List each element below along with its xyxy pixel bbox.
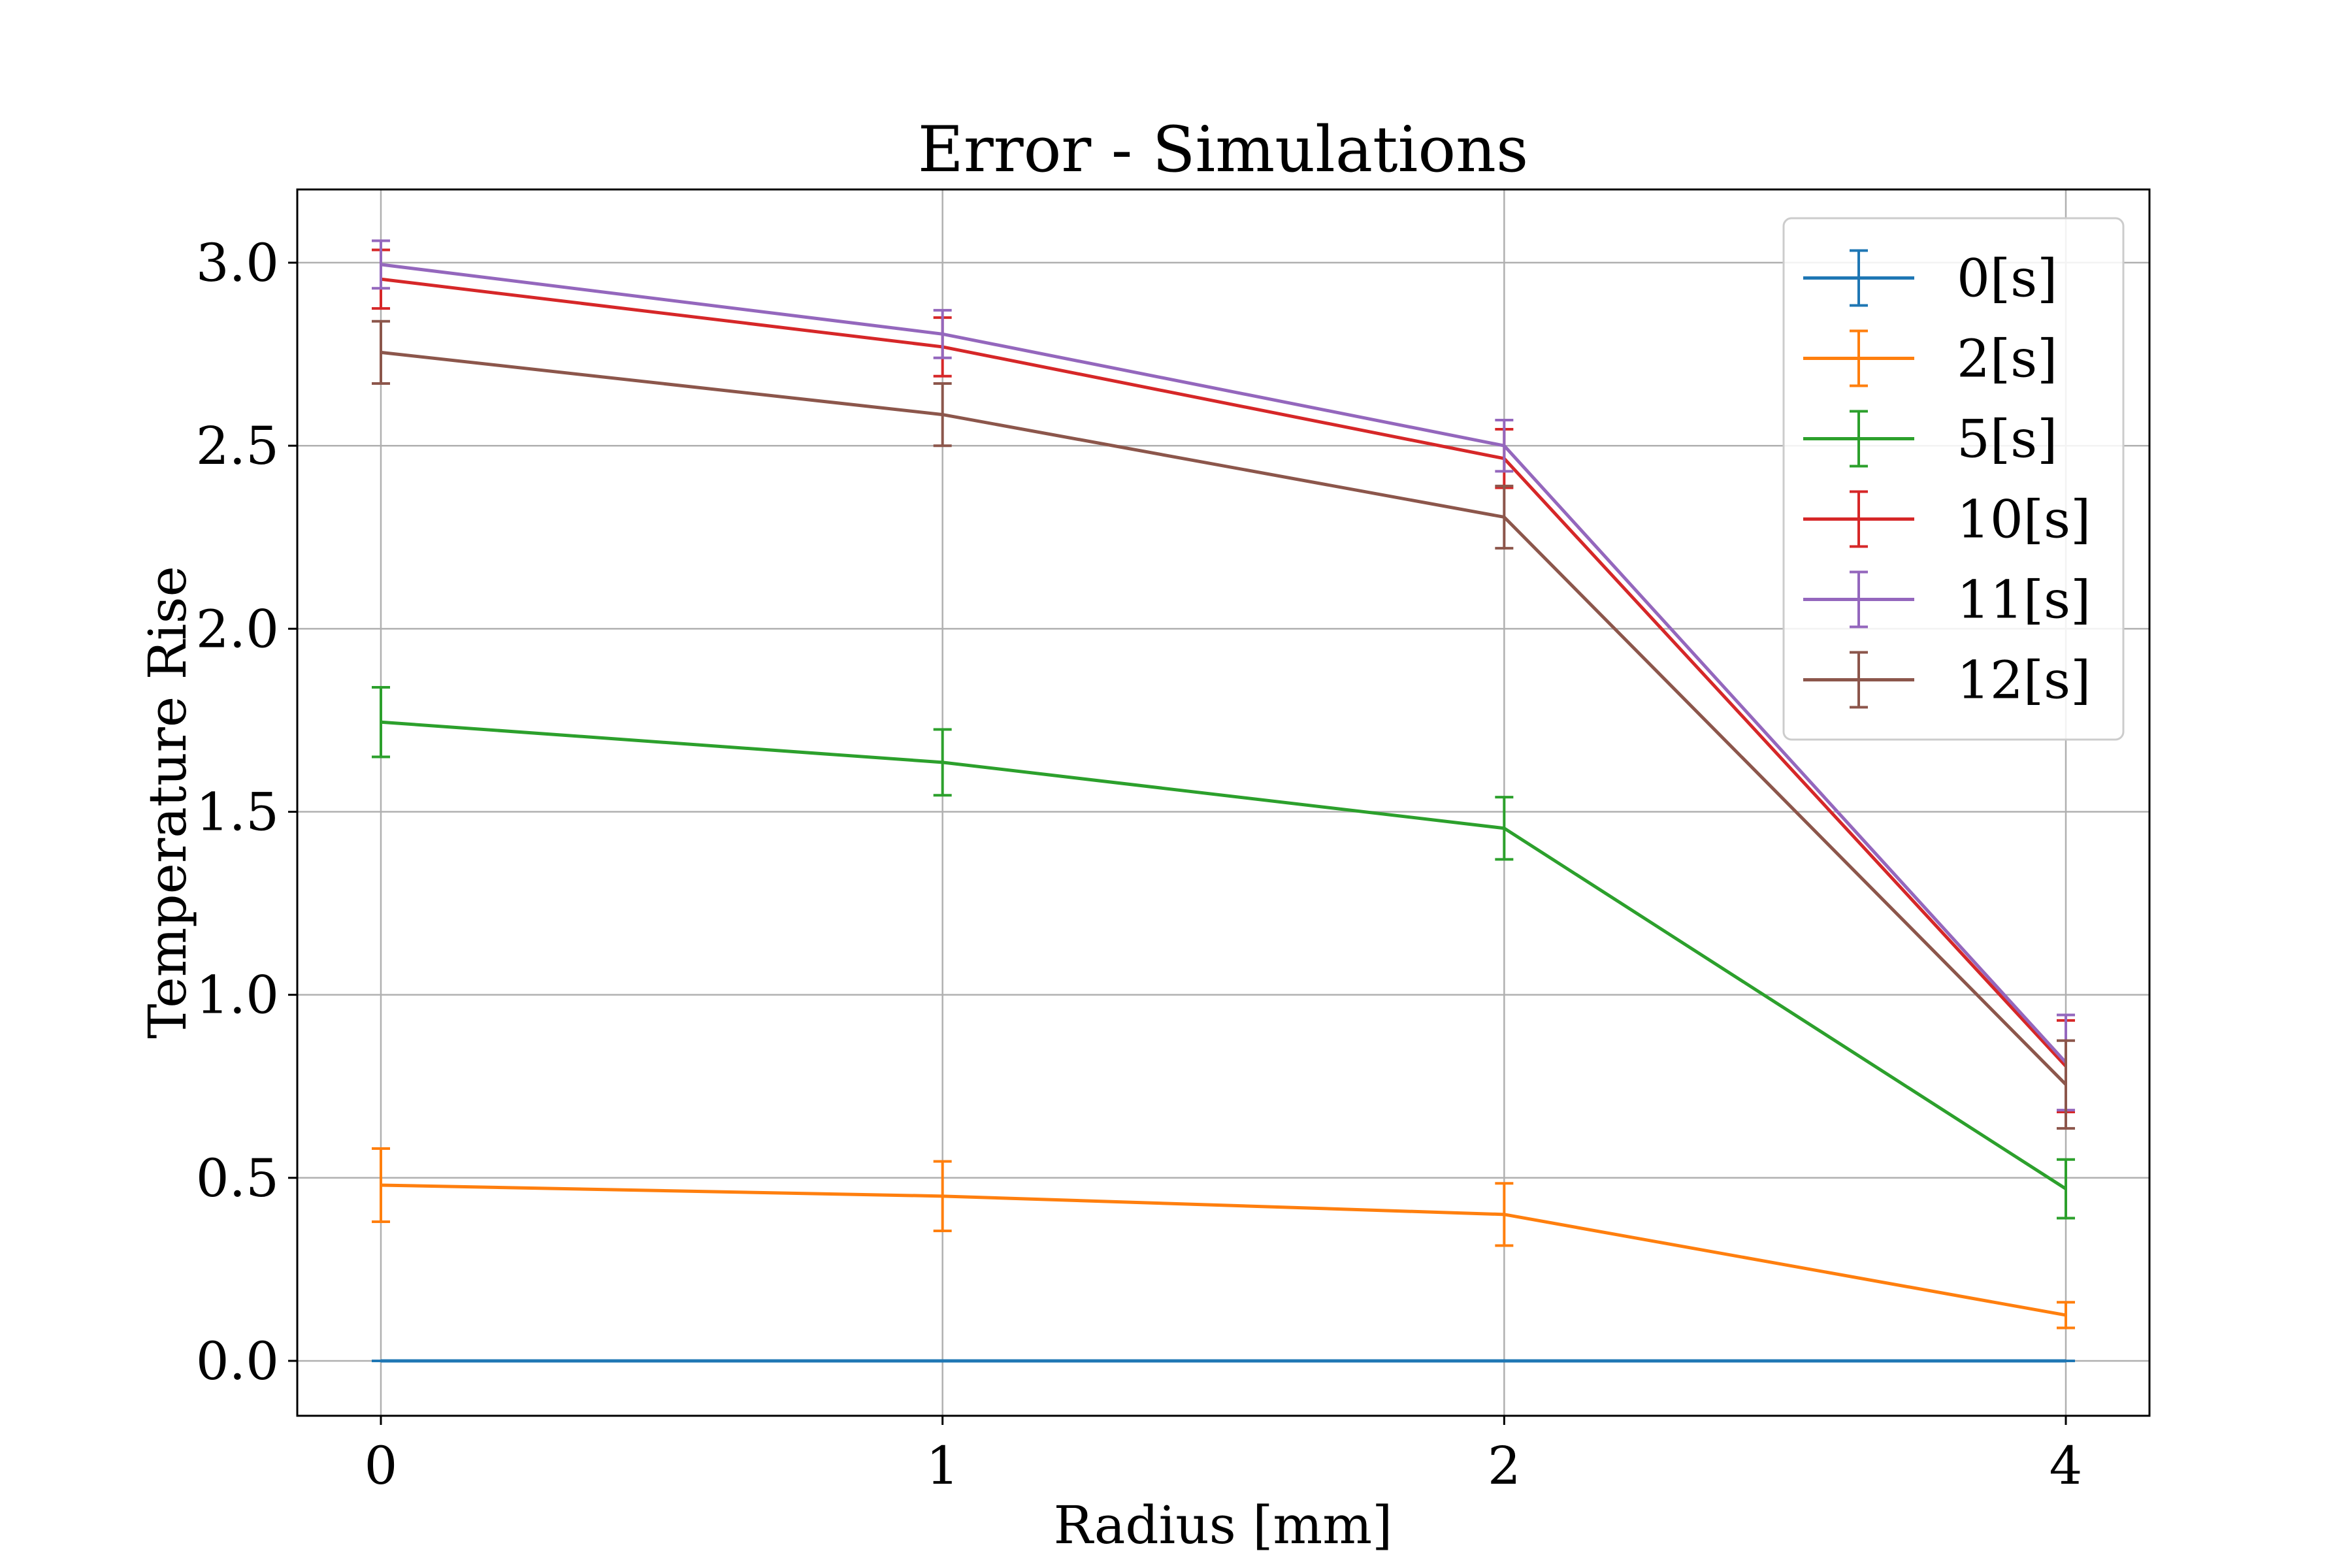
error-bar bbox=[2057, 1301, 2075, 1330]
error-bar bbox=[1495, 484, 1514, 550]
series-line bbox=[380, 263, 2067, 1064]
error-bar bbox=[2057, 1158, 2075, 1220]
legend-marker bbox=[1803, 329, 1914, 387]
x-tick-label: 0 bbox=[365, 1435, 398, 1496]
legend-label: 11[s] bbox=[1957, 570, 2091, 630]
y-tick-label: 0.0 bbox=[196, 1331, 279, 1392]
legend-label: 12[s] bbox=[1957, 650, 2091, 711]
error-bar bbox=[933, 728, 952, 797]
error-bar bbox=[372, 239, 390, 290]
legend-label: 5[s] bbox=[1957, 409, 2057, 470]
series-1 bbox=[372, 1147, 2075, 1330]
legend-marker bbox=[1803, 249, 1914, 307]
series-line bbox=[380, 277, 2067, 1068]
legend-frame bbox=[1782, 217, 2125, 741]
error-bar bbox=[372, 1147, 390, 1224]
legend-label: 0[s] bbox=[1957, 248, 2057, 309]
error-bar bbox=[933, 382, 952, 448]
legend: 0[s] 2[s] 5[s] 10[s] 11[s] 12[s] bbox=[1782, 217, 2125, 741]
y-tick-label: 2.0 bbox=[196, 598, 279, 659]
series-line bbox=[380, 1183, 2066, 1317]
error-bar bbox=[2057, 1039, 2075, 1130]
x-axis-ticks: 0 1 2 4 bbox=[365, 1416, 2083, 1496]
error-bar bbox=[1495, 796, 1514, 861]
error-bar bbox=[1495, 418, 1514, 473]
x-tick-label: 2 bbox=[1488, 1435, 1521, 1496]
series-line bbox=[380, 350, 2067, 1086]
legend-marker bbox=[1803, 651, 1914, 709]
error-bar bbox=[372, 686, 390, 759]
y-tick-label: 1.5 bbox=[196, 782, 279, 843]
y-tick-label: 0.5 bbox=[196, 1148, 279, 1209]
error-bar bbox=[372, 319, 390, 385]
series-5 bbox=[372, 319, 2075, 1130]
chart-title: Error - Simulations bbox=[918, 113, 1528, 186]
legend-marker bbox=[1803, 490, 1914, 548]
legend-label: 10[s] bbox=[1957, 489, 2091, 550]
error-bar bbox=[933, 1160, 952, 1233]
series-line bbox=[380, 720, 2067, 1190]
x-tick-label: 4 bbox=[2050, 1435, 2083, 1496]
series-2 bbox=[372, 686, 2075, 1220]
y-axis-ticks: 0.0 0.5 1.0 1.5 2.0 2.5 3.0 bbox=[196, 233, 297, 1392]
legend-marker bbox=[1803, 410, 1914, 468]
legend-marker bbox=[1803, 570, 1914, 629]
x-tick-label: 1 bbox=[926, 1435, 959, 1496]
error-bar bbox=[933, 308, 952, 359]
y-tick-label: 3.0 bbox=[196, 233, 279, 293]
y-tick-label: 2.5 bbox=[196, 416, 279, 476]
y-tick-label: 1.0 bbox=[196, 965, 279, 1026]
error-bar bbox=[1495, 1182, 1514, 1247]
plot-frame bbox=[296, 188, 2151, 1417]
series-lines bbox=[372, 239, 2075, 1363]
x-axis-label: Radius [mm] bbox=[1054, 1495, 1393, 1556]
legend-label: 2[s] bbox=[1957, 329, 2057, 389]
y-axis-label: Temperature Rise bbox=[137, 566, 198, 1039]
